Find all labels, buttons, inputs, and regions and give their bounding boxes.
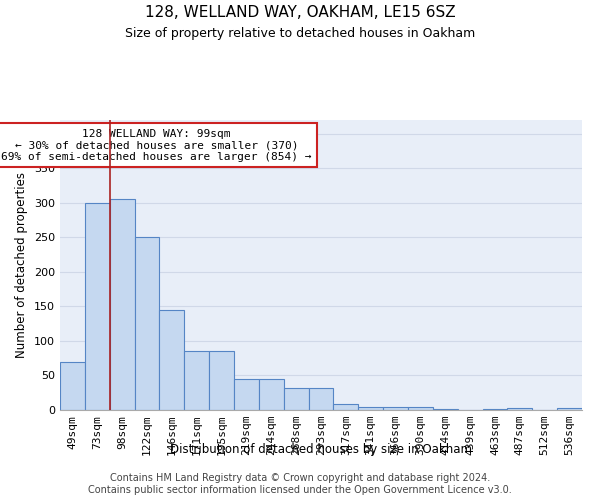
Bar: [85, 203, 110, 410]
Bar: [184, 352, 209, 410]
Bar: [209, 352, 234, 410]
Text: Contains HM Land Registry data © Crown copyright and database right 2024.
Contai: Contains HM Land Registry data © Crown c…: [88, 474, 512, 495]
Bar: [334, 404, 358, 410]
Bar: [508, 408, 532, 410]
Bar: [358, 406, 383, 410]
Text: 128 WELLAND WAY: 99sqm
← 30% of detached houses are smaller (370)
69% of semi-de: 128 WELLAND WAY: 99sqm ← 30% of detached…: [1, 128, 312, 162]
Bar: [259, 379, 284, 410]
Bar: [308, 388, 334, 410]
Bar: [433, 408, 458, 410]
Text: Distribution of detached houses by size in Oakham: Distribution of detached houses by size …: [170, 442, 472, 456]
Bar: [284, 388, 308, 410]
Y-axis label: Number of detached properties: Number of detached properties: [16, 172, 28, 358]
Bar: [383, 406, 408, 410]
Text: Size of property relative to detached houses in Oakham: Size of property relative to detached ho…: [125, 28, 475, 40]
Bar: [408, 406, 433, 410]
Text: 128, WELLAND WAY, OAKHAM, LE15 6SZ: 128, WELLAND WAY, OAKHAM, LE15 6SZ: [145, 5, 455, 20]
Bar: [482, 408, 508, 410]
Bar: [134, 238, 160, 410]
Bar: [60, 362, 85, 410]
Bar: [234, 379, 259, 410]
Bar: [160, 310, 184, 410]
Bar: [110, 200, 134, 410]
Bar: [557, 408, 582, 410]
